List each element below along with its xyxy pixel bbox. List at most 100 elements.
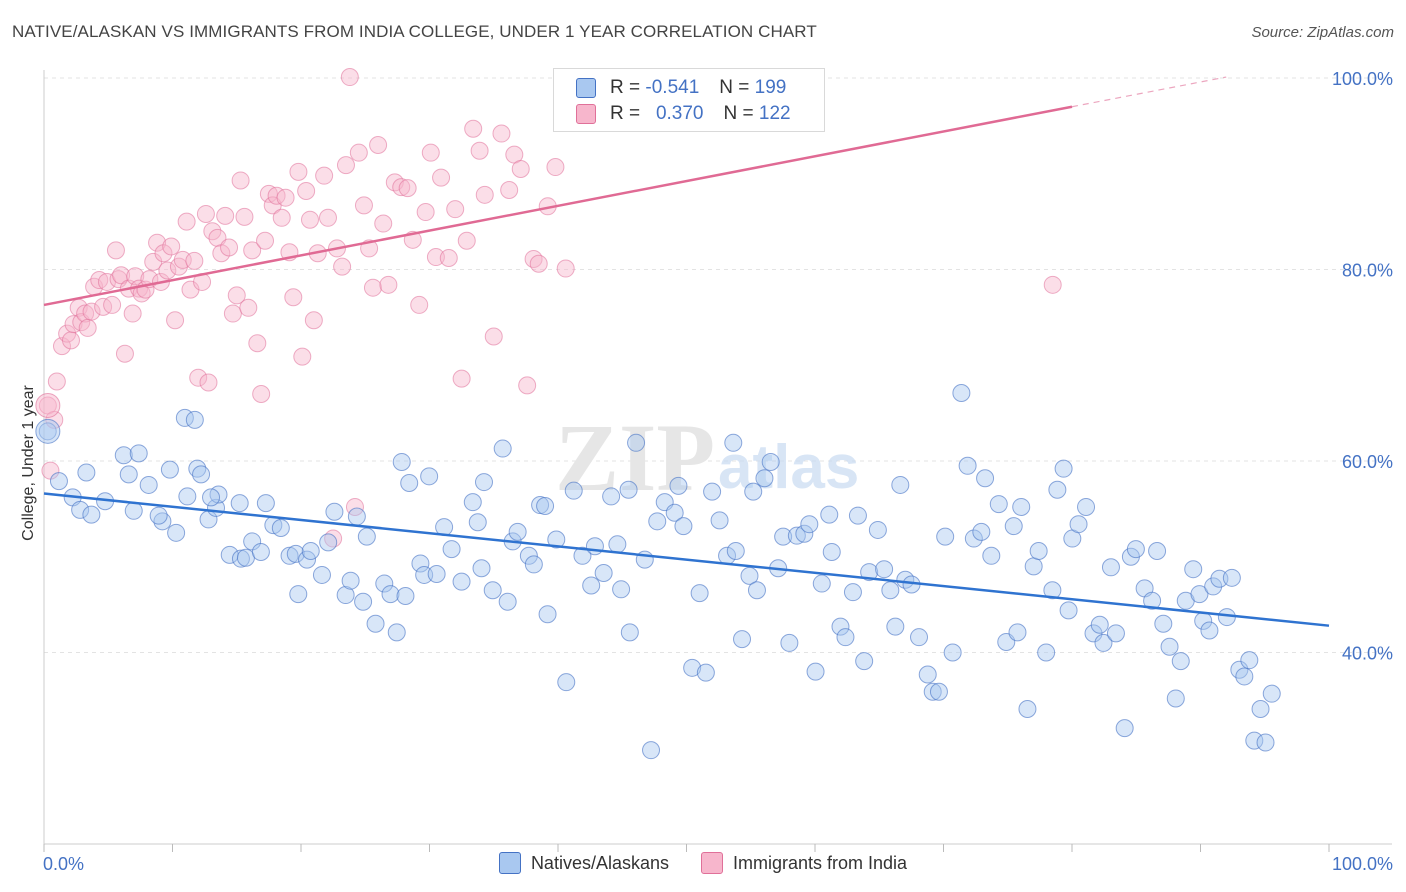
- india-point: [336, 156, 355, 175]
- native-point: [755, 469, 774, 488]
- native-point: [669, 476, 688, 495]
- native-point: [573, 546, 592, 565]
- native-point: [472, 559, 491, 578]
- india-point: [333, 257, 352, 276]
- native-point: [231, 549, 250, 568]
- y-tick-label: 60.0%: [1342, 452, 1393, 472]
- india-point: [239, 298, 258, 317]
- native-point: [336, 586, 355, 605]
- india-point: [220, 238, 239, 257]
- native-point: [301, 542, 320, 561]
- r-value-natives: -0.541: [645, 77, 700, 98]
- india-point: [293, 347, 312, 366]
- india-point: [446, 200, 465, 219]
- india-point: [392, 178, 411, 197]
- native-point: [1222, 568, 1241, 587]
- native-point: [230, 494, 249, 513]
- native-point: [411, 554, 430, 573]
- native-point: [843, 583, 862, 602]
- native-point: [536, 497, 555, 516]
- india-point: [297, 181, 316, 200]
- chart-title: NATIVE/ALASKAN VS IMMIGRANTS FROM INDIA …: [12, 22, 817, 41]
- native-point: [119, 465, 138, 484]
- x-tick-max: 100.0%: [1332, 854, 1393, 874]
- y-tick-label: 40.0%: [1342, 644, 1393, 664]
- native-point: [831, 617, 850, 636]
- native-point: [420, 467, 439, 486]
- native-point: [855, 652, 874, 671]
- india-point: [470, 141, 489, 160]
- native-point: [1251, 699, 1270, 718]
- native-point: [442, 540, 461, 559]
- india-point: [349, 143, 368, 162]
- india-point: [189, 368, 208, 387]
- native-point: [910, 628, 929, 647]
- native-point: [1012, 497, 1031, 516]
- native-point: [400, 474, 419, 493]
- india-point: [235, 207, 254, 226]
- y-axis-label: College, Under 1 year: [20, 385, 37, 541]
- stats-legend: R = -0.541 N = 199 R = 0.370 N = 122: [553, 68, 825, 132]
- native-point: [280, 546, 299, 565]
- india-point: [158, 261, 177, 280]
- native-point: [733, 630, 752, 649]
- native-point: [923, 682, 942, 701]
- native-point: [483, 581, 502, 600]
- native-point: [806, 662, 825, 681]
- india-point: [231, 171, 250, 190]
- india-point-large: [35, 392, 61, 418]
- india-point: [267, 186, 286, 205]
- native-point: [202, 488, 221, 507]
- native-point: [1262, 684, 1281, 703]
- native-point: [820, 505, 839, 524]
- india-point: [289, 162, 308, 181]
- native-point: [1059, 601, 1078, 620]
- native-point: [1184, 560, 1203, 579]
- india-point: [196, 204, 215, 223]
- n-value-india: 122: [758, 103, 791, 124]
- native-point: [77, 463, 96, 482]
- native-point: [1148, 542, 1167, 561]
- native-point: [690, 584, 709, 603]
- native-point: [868, 520, 887, 539]
- native-point: [256, 494, 275, 513]
- native-point: [1204, 577, 1223, 596]
- native-point: [396, 587, 415, 606]
- native-point: [943, 643, 962, 662]
- native-point: [886, 617, 905, 636]
- native-point: [674, 517, 693, 536]
- native-point: [498, 592, 517, 611]
- native-point: [1054, 459, 1073, 478]
- native-point: [585, 537, 604, 556]
- native-point: [594, 564, 613, 583]
- native-point: [236, 548, 255, 567]
- native-point: [1217, 608, 1236, 627]
- india-point: [379, 275, 398, 294]
- india-point: [398, 179, 417, 198]
- legend-label-natives: Natives/Alaskans: [530, 852, 669, 873]
- native-point: [1256, 733, 1275, 752]
- native-point: [392, 452, 411, 471]
- native-point: [848, 506, 867, 525]
- native-point: [1115, 719, 1134, 738]
- native-point: [1094, 633, 1113, 652]
- india-point: [529, 254, 548, 273]
- native-point: [427, 564, 446, 583]
- native-point: [918, 665, 937, 684]
- native-point: [896, 570, 915, 589]
- native-point: [1018, 699, 1037, 718]
- stats-row-natives: R = -0.541 N = 199: [576, 76, 786, 100]
- native-point: [936, 527, 955, 546]
- native-point: [366, 614, 385, 633]
- india-swatch: [576, 104, 596, 124]
- r-value-india: 0.370: [655, 103, 704, 124]
- india-point: [103, 295, 122, 314]
- y-tick-labels: 40.0% 60.0% 80.0% 100.0%: [1332, 69, 1393, 664]
- india-point: [524, 249, 543, 268]
- native-point: [298, 550, 317, 569]
- india-point: [199, 373, 218, 392]
- native-trend-line: [43, 492, 1330, 627]
- native-point: [964, 529, 983, 548]
- native-point: [452, 572, 471, 591]
- india-point: [64, 315, 83, 334]
